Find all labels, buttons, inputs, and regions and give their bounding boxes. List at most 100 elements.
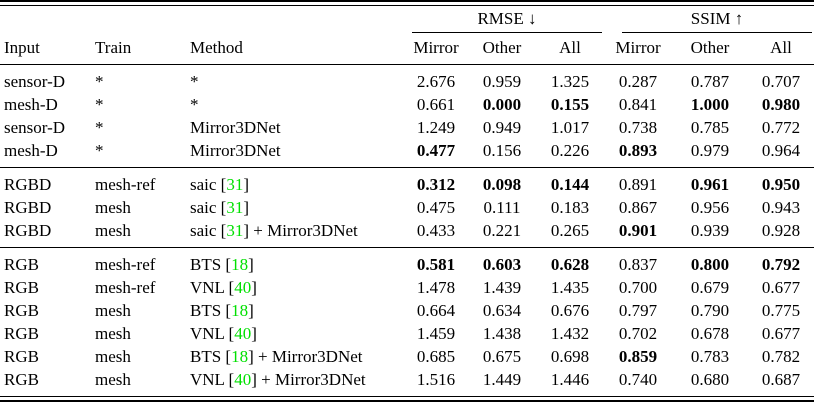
cell-ssim-all: 0.980 bbox=[761, 95, 801, 114]
cell-method: BTS [18] bbox=[186, 247, 404, 276]
cell-ssim-other: 0.939 bbox=[690, 221, 730, 240]
table-row: RGBD mesh saic [31] + Mirror3DNet 0.433 0.22… bbox=[0, 219, 814, 248]
col-header-rmse-all: All bbox=[536, 33, 604, 65]
citation-link[interactable]: 40 bbox=[234, 370, 252, 389]
cell-rmse-mirror: 1.478 bbox=[416, 278, 456, 297]
cell-ssim-other: 0.956 bbox=[690, 198, 730, 217]
method-text-post: ] + Mirror3DNet bbox=[248, 347, 363, 366]
table-row: RGBD mesh saic [31] 0.475 0.111 0.183 0.867 0.9… bbox=[0, 196, 814, 219]
citation-link[interactable]: 40 bbox=[234, 278, 252, 297]
table-row: RGB mesh BTS [18] + Mirror3DNet 0.685 0.675 0… bbox=[0, 345, 814, 368]
cell-input: RGB bbox=[4, 347, 39, 366]
cell-train: * bbox=[95, 72, 104, 91]
cell-rmse-mirror: 1.249 bbox=[416, 118, 456, 137]
bottom-rule-outer bbox=[0, 400, 814, 402]
table-row: RGB mesh BTS [18] 0.664 0.634 0.676 0.797 0.790… bbox=[0, 299, 814, 322]
cell-ssim-all: 0.964 bbox=[761, 141, 801, 160]
cell-ssim-mirror: 0.891 bbox=[604, 167, 672, 196]
cell-ssim-other: 0.680 bbox=[690, 370, 730, 389]
cell-rmse-other: 0.603 bbox=[468, 247, 536, 276]
cell-rmse-all: 1.017 bbox=[550, 118, 590, 137]
cell-rmse-other: 0.675 bbox=[482, 347, 522, 366]
cell-ssim-mirror: 0.738 bbox=[618, 118, 658, 137]
cell-rmse-mirror: 0.312 bbox=[404, 167, 468, 196]
cell-rmse-all: 0.698 bbox=[550, 347, 590, 366]
cell-train: mesh bbox=[95, 198, 131, 217]
cell-input: RGB bbox=[4, 278, 39, 297]
cell-rmse-all: 0.226 bbox=[550, 141, 590, 160]
cell-rmse-all: 0.628 bbox=[536, 247, 604, 276]
cell-method: VNL [40] bbox=[186, 322, 404, 345]
citation-link[interactable]: 31 bbox=[226, 221, 244, 240]
citation-link[interactable]: 18 bbox=[231, 301, 249, 320]
cell-rmse-all: 0.183 bbox=[550, 198, 590, 217]
cell-rmse-all: 1.432 bbox=[550, 324, 590, 343]
top-rule-outer bbox=[0, 0, 814, 2]
method-text-post: ] bbox=[243, 175, 250, 194]
group-header-row: RMSE ↓ SSIM ↑ bbox=[0, 6, 814, 33]
cell-input: RGB bbox=[0, 247, 91, 276]
cell-rmse-mirror: 0.664 bbox=[416, 301, 456, 320]
citation-link[interactable]: 18 bbox=[231, 347, 249, 366]
cell-method: Mirror3DNet bbox=[186, 139, 404, 168]
cell-ssim-all: 0.677 bbox=[761, 324, 801, 343]
cell-input: sensor-D bbox=[4, 118, 66, 137]
cell-method: Mirror3DNet bbox=[186, 116, 404, 139]
bottom-rule-inner bbox=[0, 396, 814, 397]
cell-rmse-mirror: 0.475 bbox=[416, 198, 456, 217]
col-header-input: Input bbox=[0, 33, 91, 65]
cell-input: RGBD bbox=[0, 167, 91, 196]
col-header-rmse-other: Other bbox=[468, 33, 536, 65]
cell-rmse-all: 0.265 bbox=[550, 221, 590, 240]
cell-ssim-mirror: 0.287 bbox=[618, 72, 658, 91]
cell-ssim-other: 0.783 bbox=[690, 347, 730, 366]
citation-link[interactable]: 18 bbox=[231, 255, 249, 274]
cell-rmse-mirror: 2.676 bbox=[416, 72, 456, 91]
cell-method: saic [31] bbox=[186, 167, 404, 196]
cell-input: RGB bbox=[4, 370, 39, 389]
method-text-pre: saic [ bbox=[190, 175, 227, 194]
cell-ssim-all: 0.943 bbox=[761, 198, 801, 217]
cell-rmse-mirror: 1.459 bbox=[416, 324, 456, 343]
cell-input: RGBD bbox=[4, 221, 52, 240]
cell-input: RGBD bbox=[4, 198, 52, 217]
cell-rmse-all: 1.435 bbox=[550, 278, 590, 297]
cell-rmse-other: 1.438 bbox=[482, 324, 522, 343]
cell-ssim-all: 0.792 bbox=[748, 247, 814, 276]
cell-ssim-mirror: 0.893 bbox=[618, 141, 658, 160]
cell-ssim-other: 0.785 bbox=[690, 118, 730, 137]
col-header-ssim-mirror: Mirror bbox=[604, 33, 672, 65]
cell-input: mesh-D bbox=[4, 141, 58, 160]
cell-ssim-other: 0.961 bbox=[672, 167, 748, 196]
cell-ssim-mirror: 0.740 bbox=[618, 370, 658, 389]
cell-train: mesh bbox=[95, 221, 131, 240]
table-row: sensor-D * * 2.676 0.959 1.325 0.287 0.787 0.707 bbox=[0, 65, 814, 94]
group-header-rmse: RMSE ↓ bbox=[404, 6, 604, 33]
citation-link[interactable]: 40 bbox=[234, 324, 252, 343]
cell-ssim-mirror: 0.797 bbox=[618, 301, 658, 320]
cell-ssim-mirror: 0.700 bbox=[618, 278, 658, 297]
cell-ssim-all: 0.772 bbox=[761, 118, 801, 137]
cell-train: mesh-ref bbox=[95, 278, 156, 297]
cell-train: mesh-ref bbox=[91, 247, 186, 276]
cell-train: mesh-ref bbox=[91, 167, 186, 196]
table-row: RGB mesh VNL [40] + Mirror3DNet 1.516 1.449 1… bbox=[0, 368, 814, 396]
cell-ssim-other: 0.790 bbox=[690, 301, 730, 320]
citation-link[interactable]: 31 bbox=[226, 198, 244, 217]
cell-train: mesh bbox=[95, 324, 131, 343]
table-row: RGB mesh VNL [40] 1.459 1.438 1.432 0.702 0.678… bbox=[0, 322, 814, 345]
header-spacer bbox=[0, 6, 404, 33]
method-text-pre: BTS [ bbox=[190, 255, 232, 274]
method-text-pre: Mirror3DNet bbox=[190, 141, 281, 160]
cell-rmse-all: 1.325 bbox=[550, 72, 590, 91]
cell-train: mesh bbox=[95, 347, 131, 366]
citation-link[interactable]: 31 bbox=[226, 175, 244, 194]
method-text-pre: saic [ bbox=[190, 221, 227, 240]
cell-input: mesh-D bbox=[4, 95, 58, 114]
cell-method: * bbox=[186, 65, 404, 94]
col-header-rmse-mirror: Mirror bbox=[404, 33, 468, 65]
method-text-post: ] bbox=[243, 198, 250, 217]
method-text-pre: * bbox=[190, 72, 199, 91]
column-header-row: Input Train Method Mirror Other All Mirr… bbox=[0, 33, 814, 65]
